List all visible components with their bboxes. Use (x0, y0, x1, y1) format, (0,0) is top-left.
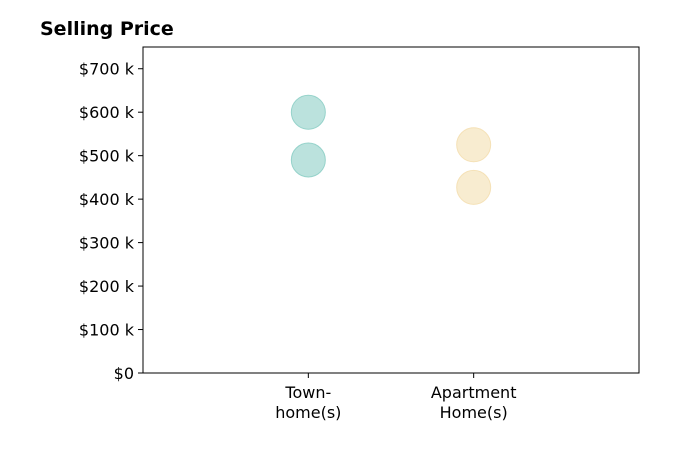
x-tick-label: Apartment (431, 383, 517, 402)
x-tick-label: home(s) (275, 403, 341, 422)
y-axis: $0 $100 k $200 k $300 k $400 k $500 k $600 k $7… (79, 60, 143, 383)
chart-title: Selling Price (40, 18, 174, 40)
data-points (290, 94, 492, 205)
y-tick-label: $500 k (79, 147, 135, 166)
data-point (290, 94, 326, 130)
y-tick-label: $0 (114, 364, 134, 383)
x-tick-label: Town- (284, 383, 331, 402)
data-point (456, 127, 492, 163)
y-tick-label: $300 k (79, 234, 135, 253)
y-tick-label: $600 k (79, 103, 135, 122)
data-point (290, 142, 326, 178)
plot-area (142, 46, 640, 374)
y-tick-label: $100 k (79, 321, 135, 340)
y-tick-label: $400 k (79, 190, 135, 209)
y-tick-label: $700 k (79, 60, 135, 79)
y-tick-label: $200 k (79, 277, 135, 296)
data-point (456, 169, 492, 205)
x-tick-label: Home(s) (440, 403, 508, 422)
